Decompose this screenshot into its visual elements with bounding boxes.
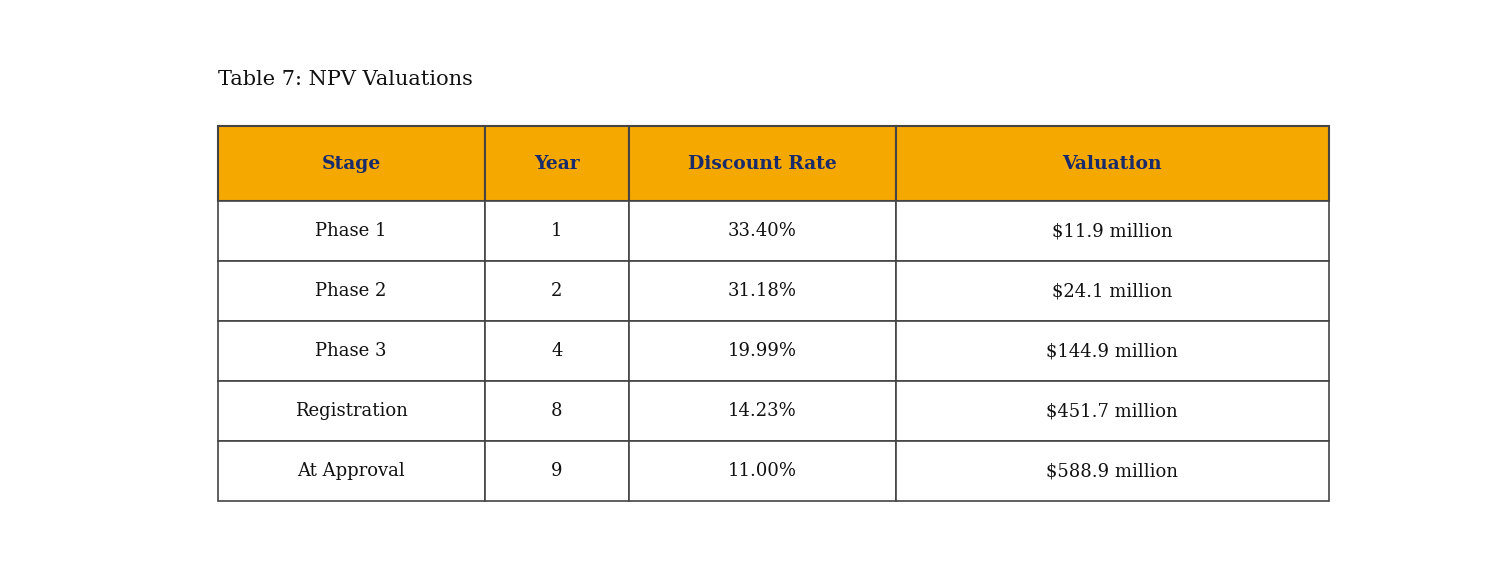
Text: Discount Rate: Discount Rate	[688, 155, 836, 172]
Text: 2: 2	[551, 282, 563, 300]
Text: Table 7: NPV Valuations: Table 7: NPV Valuations	[217, 69, 472, 89]
Bar	[217, 381, 484, 441]
Text: Year: Year	[534, 155, 579, 172]
Text: $11.9 million: $11.9 million	[1052, 222, 1172, 240]
Bar	[484, 261, 629, 321]
Bar	[895, 321, 1329, 381]
Text: Phase 3: Phase 3	[315, 342, 386, 360]
Text: $588.9 million: $588.9 million	[1046, 462, 1179, 480]
Bar	[895, 126, 1329, 201]
Bar	[484, 201, 629, 261]
Text: 33.40%: 33.40%	[727, 222, 797, 240]
Bar	[217, 261, 484, 321]
Bar	[217, 201, 484, 261]
Text: Valuation: Valuation	[1062, 155, 1162, 172]
Bar	[895, 261, 1329, 321]
Bar	[895, 441, 1329, 501]
Text: Stage: Stage	[321, 155, 380, 172]
Bar	[629, 321, 895, 381]
Text: $144.9 million: $144.9 million	[1046, 342, 1179, 360]
Bar	[217, 126, 484, 201]
Bar	[629, 261, 895, 321]
Bar	[217, 321, 484, 381]
Text: 1: 1	[551, 222, 563, 240]
Bar	[629, 126, 895, 201]
Bar	[484, 381, 629, 441]
Text: 11.00%: 11.00%	[727, 462, 797, 480]
Text: $451.7 million: $451.7 million	[1046, 402, 1179, 420]
Bar	[629, 441, 895, 501]
Text: 31.18%: 31.18%	[727, 282, 797, 300]
Text: 4: 4	[551, 342, 563, 360]
Bar	[895, 381, 1329, 441]
Bar	[484, 441, 629, 501]
Bar	[217, 441, 484, 501]
Text: Phase 2: Phase 2	[315, 282, 386, 300]
Bar	[895, 201, 1329, 261]
Text: 19.99%: 19.99%	[727, 342, 797, 360]
Text: 8: 8	[551, 402, 563, 420]
Bar	[484, 321, 629, 381]
Text: 14.23%: 14.23%	[727, 402, 797, 420]
Text: At Approval: At Approval	[297, 462, 404, 480]
Text: Registration: Registration	[294, 402, 407, 420]
Bar	[629, 381, 895, 441]
Bar	[484, 126, 629, 201]
Text: $24.1 million: $24.1 million	[1052, 282, 1172, 300]
Text: 9: 9	[551, 462, 563, 480]
Text: Phase 1: Phase 1	[315, 222, 386, 240]
Bar	[629, 201, 895, 261]
